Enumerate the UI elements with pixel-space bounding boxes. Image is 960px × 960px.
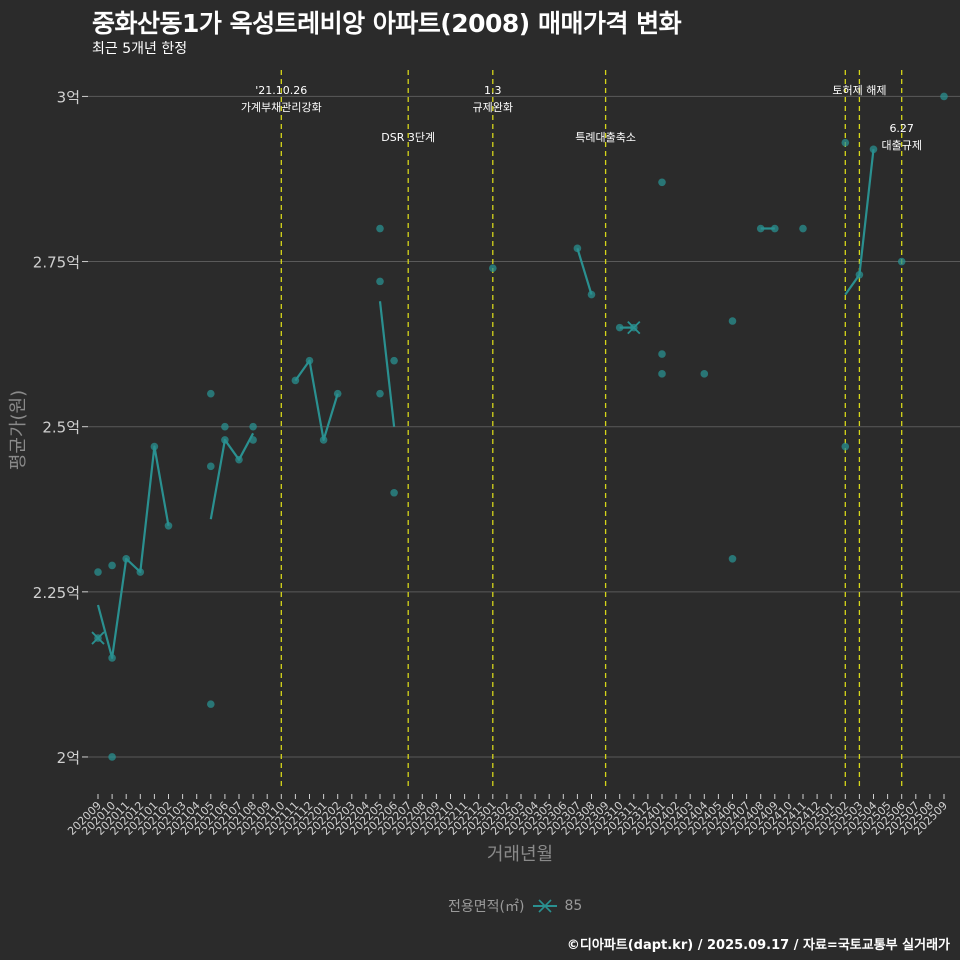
data-point bbox=[855, 270, 864, 279]
data-point bbox=[235, 455, 243, 464]
data-point bbox=[207, 389, 215, 398]
data-point bbox=[221, 422, 229, 431]
data-point bbox=[841, 138, 850, 147]
data-point bbox=[658, 350, 666, 358]
data-point bbox=[249, 422, 257, 431]
data-point bbox=[108, 753, 116, 761]
x-axis-title: 거래년월 bbox=[487, 844, 553, 865]
data-point bbox=[376, 224, 384, 233]
data-point bbox=[249, 436, 257, 444]
event-label: 토허제 해제 bbox=[832, 83, 886, 97]
data-point bbox=[108, 561, 116, 570]
data-point bbox=[587, 290, 596, 299]
data-point bbox=[728, 555, 737, 563]
data-point bbox=[700, 370, 709, 378]
data-point bbox=[164, 521, 173, 530]
event-label: 특례대출축소 bbox=[575, 131, 636, 144]
data-point bbox=[658, 178, 666, 187]
data-point bbox=[376, 389, 384, 398]
data-point bbox=[658, 370, 666, 378]
y-tick-label: 3억 bbox=[57, 88, 80, 106]
cross-marker bbox=[91, 631, 105, 645]
y-tick-label: 2.75억 bbox=[33, 254, 80, 272]
event-label: 대출규제 bbox=[881, 139, 921, 152]
data-point bbox=[615, 323, 624, 332]
data-point bbox=[756, 224, 765, 233]
data-point bbox=[771, 224, 779, 233]
data-point bbox=[108, 654, 116, 662]
data-point bbox=[291, 376, 300, 385]
data-point bbox=[150, 442, 159, 451]
event-label: '21.10.26 bbox=[255, 84, 307, 97]
source-caption: ©디아파트(dapt.kr) / 2025.09.17 / 자료=국토교통부 실… bbox=[566, 938, 950, 953]
event-label: 1.3 bbox=[484, 84, 502, 97]
data-point bbox=[573, 244, 582, 253]
data-point bbox=[390, 488, 398, 497]
event-label: 가계부채관리강화 bbox=[241, 101, 322, 114]
data-point bbox=[869, 145, 878, 154]
data-point bbox=[390, 356, 398, 365]
chart-subtitle: 최근 5개년 한정 bbox=[92, 41, 188, 57]
data-point bbox=[940, 92, 948, 101]
legend-label: 85 bbox=[564, 898, 583, 914]
series-line-segment bbox=[378, 301, 396, 427]
data-point bbox=[728, 317, 737, 325]
legend: 전용면적(㎡) 85 bbox=[448, 896, 582, 916]
event-label: 규제완화 bbox=[473, 101, 513, 114]
data-point bbox=[841, 442, 850, 451]
data-point bbox=[376, 277, 384, 286]
data-point bbox=[319, 436, 328, 444]
y-tick-label: 2.25억 bbox=[33, 584, 80, 602]
data-point bbox=[333, 389, 342, 398]
series-line-segment bbox=[209, 432, 255, 520]
legend-key-icon bbox=[533, 899, 558, 913]
data-point bbox=[221, 436, 229, 444]
data-point bbox=[94, 568, 102, 576]
data-point bbox=[207, 700, 215, 708]
event-label: 6.27 bbox=[889, 122, 914, 135]
series-line-segment bbox=[294, 359, 339, 441]
chart-title: 중화산동1가 옥성트레비앙 아파트(2008) 매매가격 변화 bbox=[92, 9, 682, 38]
data-point bbox=[799, 224, 807, 233]
y-tick-label: 2.5억 bbox=[42, 419, 80, 437]
event-label: DSR 3단계 bbox=[381, 131, 435, 144]
data-point bbox=[489, 264, 497, 272]
y-axis-title: 평균가(원) bbox=[8, 390, 29, 470]
data-point bbox=[305, 356, 314, 365]
cross-marker bbox=[627, 320, 641, 335]
series-line-segment bbox=[576, 247, 593, 295]
data-point bbox=[136, 568, 145, 576]
data-point bbox=[207, 462, 215, 471]
series-line-segment bbox=[96, 445, 170, 660]
data-point bbox=[122, 555, 130, 563]
data-point bbox=[897, 257, 906, 266]
y-tick-label: 2억 bbox=[57, 749, 80, 767]
legend-title: 전용면적(㎡) bbox=[448, 899, 525, 915]
